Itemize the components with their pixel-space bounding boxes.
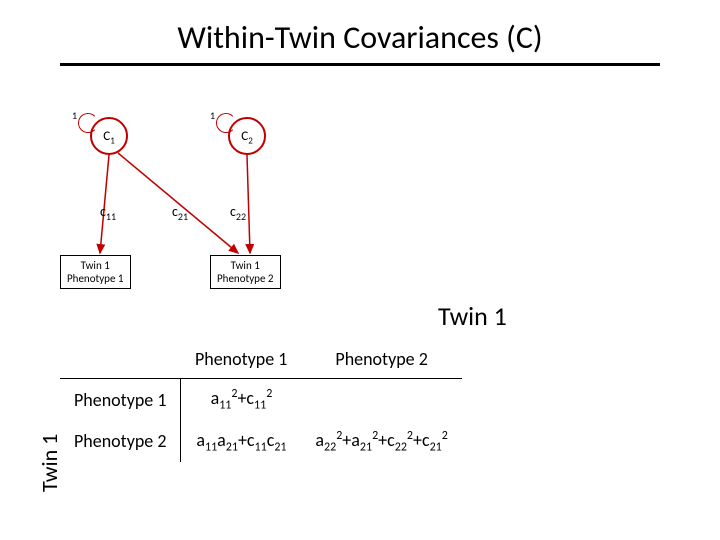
- col-head-2: Phenotype 2: [301, 340, 461, 379]
- cell-21: a11a21+c11c21: [181, 421, 301, 463]
- path-diagram: 1 C1 1 C2 Twin 1 Phenotype 1 Twin 1 Phen…: [60, 105, 380, 305]
- path-label-c21-sub: 21: [178, 210, 188, 223]
- cell-22: a222+a212+c222+c212: [301, 421, 461, 463]
- latent-c1: C1: [90, 117, 128, 155]
- path-label-c11: c11: [100, 203, 116, 223]
- latent-c2-sub: 2: [248, 136, 253, 147]
- latent-c1-sub: 1: [110, 136, 115, 147]
- path-label-c22-sub: 22: [236, 210, 246, 223]
- self-loop-label-c1: 1: [72, 109, 77, 122]
- table-row: Phenotype 2 a11a21+c11c21 a222+a212+c222…: [60, 421, 462, 463]
- row-head-1: Phenotype 1: [60, 379, 181, 421]
- path-label-c21: c21: [172, 203, 188, 223]
- observed-p1-line1: Twin 1: [81, 259, 110, 272]
- path-label-c11-sub: 11: [106, 210, 116, 223]
- covariance-table: Phenotype 1 Phenotype 2 Phenotype 1 a112…: [60, 340, 462, 462]
- latent-c2: C2: [228, 117, 266, 155]
- table-corner-label: Twin 1: [438, 300, 507, 332]
- path-label-c22: c22: [230, 203, 246, 223]
- col-head-1: Phenotype 1: [181, 340, 301, 379]
- table-row: Phenotype 1 a112+c112: [60, 379, 462, 421]
- self-loop-label-c2: 1: [210, 109, 215, 122]
- table-header-row: Phenotype 1 Phenotype 2: [60, 340, 462, 379]
- observed-p2-line2: Phenotype 2: [217, 272, 274, 285]
- cell-12: [301, 379, 461, 421]
- cell-11: a112+c112: [181, 379, 301, 421]
- observed-p1-line2: Phenotype 1: [67, 272, 124, 285]
- observed-p1: Twin 1 Phenotype 1: [60, 255, 131, 289]
- table-side-label: Twin 1: [36, 434, 63, 492]
- observed-p2-line1: Twin 1: [231, 259, 260, 272]
- path-c22: [247, 155, 250, 253]
- observed-p2: Twin 1 Phenotype 2: [210, 255, 281, 289]
- page-title: Within-Twin Covariances (C): [0, 0, 720, 57]
- row-head-2: Phenotype 2: [60, 421, 181, 463]
- title-underline: [60, 63, 660, 66]
